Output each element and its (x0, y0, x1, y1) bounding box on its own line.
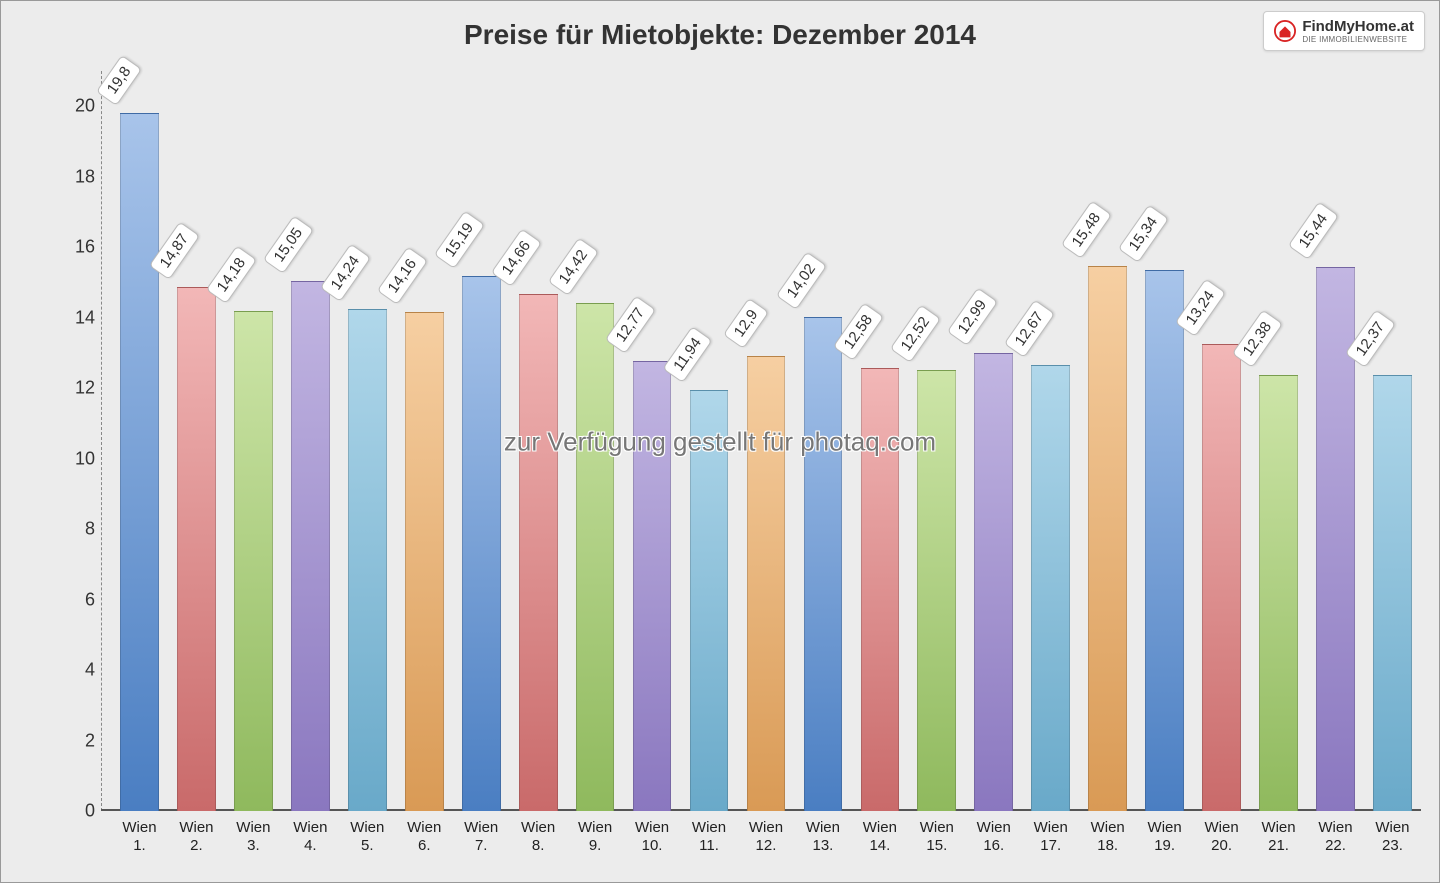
x-tick-label: Wien8. (510, 819, 567, 855)
x-tick-label: Wien23. (1364, 819, 1421, 855)
bar-slot: 12,58 (851, 71, 908, 811)
bar-slot: 12,37 (1364, 71, 1421, 811)
brand-tagline: DIE IMMOBILIENWEBSITE (1302, 35, 1414, 44)
x-tick-label: Wien5. (339, 819, 396, 855)
bar: 14,66 (519, 294, 558, 811)
bar: 14,02 (804, 317, 843, 811)
bar: 15,34 (1145, 270, 1184, 811)
y-tick-label: 20 (75, 96, 95, 117)
bar: 19,8 (120, 113, 159, 811)
bar: 14,42 (576, 303, 615, 811)
bar-slot: 14,24 (339, 71, 396, 811)
chart-title: Preise für Mietobjekte: Dezember 2014 (1, 19, 1439, 51)
x-tick-label: Wien18. (1079, 819, 1136, 855)
bar: 15,48 (1088, 266, 1127, 811)
bar-value-label: 19,8 (96, 55, 142, 106)
bar: 15,19 (462, 276, 501, 811)
bar-slot: 12,67 (1022, 71, 1079, 811)
x-tick-label: Wien7. (453, 819, 510, 855)
x-tick-label: Wien10. (624, 819, 681, 855)
bar: 14,87 (177, 287, 216, 811)
brand-name: FindMyHome.at (1302, 18, 1414, 35)
bar: 12,37 (1373, 375, 1412, 811)
bar-slot: 15,34 (1136, 71, 1193, 811)
x-tick-label: Wien15. (908, 819, 965, 855)
x-tick-label: Wien12. (737, 819, 794, 855)
bars-region: 19,8 14,87 14,18 15,05 14,24 14,16 15,19 14,66 1… (111, 71, 1421, 811)
x-tick-label: Wien11. (681, 819, 738, 855)
x-tick-label: Wien14. (851, 819, 908, 855)
x-axis-labels: Wien1.Wien2.Wien3.Wien4.Wien5.Wien6.Wien… (111, 819, 1421, 855)
bar: 14,24 (348, 309, 387, 811)
bar: 12,52 (917, 370, 956, 811)
bar-slot: 12,77 (624, 71, 681, 811)
chart-plot-area: 02468101214161820 19,814,8714,1815,0514,… (61, 71, 1421, 811)
bar: 11,94 (690, 390, 729, 811)
bar-slot: 12,99 (965, 71, 1022, 811)
bar-slot: 15,44 (1307, 71, 1364, 811)
y-tick-label: 0 (85, 801, 95, 822)
y-tick-label: 18 (75, 166, 95, 187)
bar: 12,77 (633, 361, 672, 811)
y-axis: 02468101214161820 (61, 71, 101, 811)
bar: 14,16 (405, 312, 444, 811)
bar-slot: 13,24 (1193, 71, 1250, 811)
x-tick-label: Wien4. (282, 819, 339, 855)
x-tick-label: Wien22. (1307, 819, 1364, 855)
bar-slot: 14,42 (567, 71, 624, 811)
bar-slot: 14,02 (794, 71, 851, 811)
bar: 12,99 (974, 353, 1013, 811)
x-tick-label: Wien2. (168, 819, 225, 855)
bar-slot: 15,05 (282, 71, 339, 811)
bar: 14,18 (234, 311, 273, 811)
bar-slot: 14,87 (168, 71, 225, 811)
x-tick-label: Wien13. (794, 819, 851, 855)
y-tick-label: 12 (75, 378, 95, 399)
bar: 12,9 (747, 356, 786, 811)
y-tick-label: 16 (75, 237, 95, 258)
bar-slot: 14,16 (396, 71, 453, 811)
home-icon (1274, 20, 1296, 42)
bar: 13,24 (1202, 344, 1241, 811)
x-tick-label: Wien6. (396, 819, 453, 855)
y-tick-label: 10 (75, 448, 95, 469)
bar-slot: 11,94 (681, 71, 738, 811)
bar: 12,58 (861, 368, 900, 811)
x-tick-label: Wien16. (965, 819, 1022, 855)
bar: 12,38 (1259, 375, 1298, 811)
y-tick-label: 8 (85, 519, 95, 540)
x-tick-label: Wien3. (225, 819, 282, 855)
bar-slot: 15,19 (453, 71, 510, 811)
bar-slot: 12,38 (1250, 71, 1307, 811)
x-tick-label: Wien17. (1022, 819, 1079, 855)
bar-slot: 12,52 (908, 71, 965, 811)
bar-slot: 15,48 (1079, 71, 1136, 811)
bar: 15,05 (291, 281, 330, 811)
y-tick-label: 6 (85, 589, 95, 610)
x-tick-label: Wien9. (567, 819, 624, 855)
y-tick-label: 4 (85, 660, 95, 681)
y-axis-line (101, 71, 102, 811)
chart-container: Preise für Mietobjekte: Dezember 2014 Fi… (0, 0, 1440, 883)
x-tick-label: Wien1. (111, 819, 168, 855)
x-tick-label: Wien19. (1136, 819, 1193, 855)
y-tick-label: 2 (85, 730, 95, 751)
bar-slot: 14,66 (510, 71, 567, 811)
x-tick-label: Wien21. (1250, 819, 1307, 855)
brand-logo: FindMyHome.at DIE IMMOBILIENWEBSITE (1263, 11, 1425, 51)
y-tick-label: 14 (75, 307, 95, 328)
x-tick-label: Wien20. (1193, 819, 1250, 855)
bar: 12,67 (1031, 365, 1070, 811)
bar-slot: 19,8 (111, 71, 168, 811)
bar-slot: 14,18 (225, 71, 282, 811)
bar-slot: 12,9 (737, 71, 794, 811)
